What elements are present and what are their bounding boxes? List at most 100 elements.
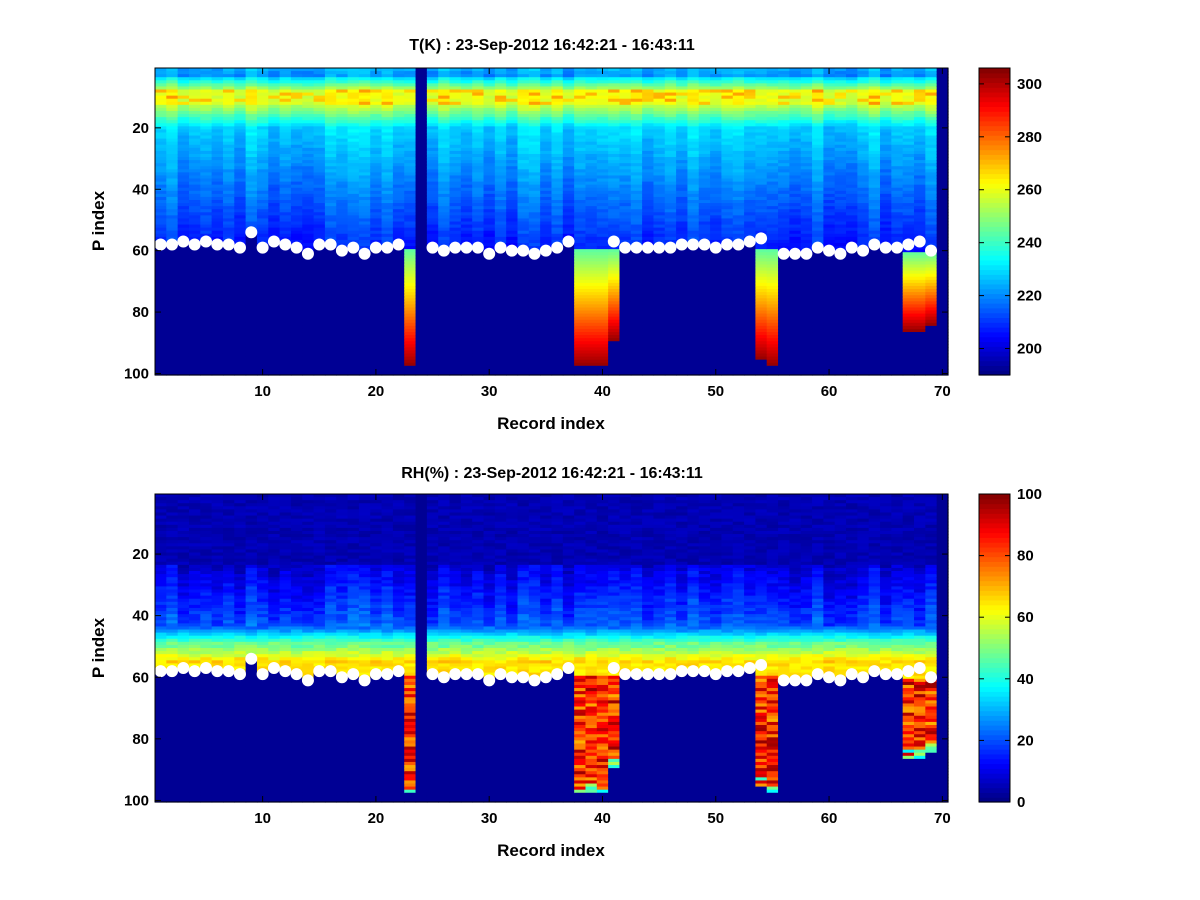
temperature-cell: [166, 86, 179, 91]
temperature-cell: [336, 169, 349, 173]
temperature-cell: [370, 138, 383, 143]
temperature-cell: [211, 270, 224, 275]
temperature-cell: [279, 150, 292, 155]
temperature-cell: [336, 209, 349, 213]
temperature-cell: [370, 178, 383, 183]
temperature-cell: [256, 322, 269, 327]
temperature-cell: [290, 83, 303, 88]
temperature-cell: [324, 273, 337, 278]
temperature-cell: [234, 276, 247, 281]
temperature-cell: [188, 344, 201, 348]
temperature-cell: [188, 292, 201, 296]
temperature-cell: [290, 163, 303, 167]
temperature-cell: [222, 341, 235, 345]
temperature-cell: [245, 163, 258, 167]
temperature-cell: [324, 289, 337, 293]
temperature-cell: [279, 267, 292, 272]
temperature-cell: [358, 239, 371, 244]
temperature-cell: [370, 261, 383, 266]
temperature-cell: [358, 80, 371, 84]
temperature-cell: [302, 258, 315, 263]
temperature-cell: [211, 273, 224, 278]
temperature-cell: [302, 313, 315, 318]
temperature-cell: [358, 132, 371, 137]
temperature-cell: [245, 74, 258, 78]
temperature-cell: [279, 276, 292, 281]
temperature-cell: [268, 135, 281, 140]
temperature-cell: [177, 292, 190, 296]
temperature-cell: [155, 107, 167, 112]
temperature-cell: [256, 341, 269, 345]
temperature-cell: [188, 187, 201, 192]
temperature-cell: [336, 319, 349, 324]
temperature-cell: [234, 110, 247, 115]
temperature-cell: [245, 255, 258, 259]
temperature-cell: [155, 71, 167, 75]
temperature-cell: [290, 282, 303, 287]
temperature-cell: [324, 203, 337, 207]
temperature-cell: [290, 107, 303, 112]
temperature-cell: [166, 319, 179, 324]
temperature-cell: [211, 86, 224, 91]
temperature-cell: [166, 233, 179, 238]
temperature-cell: [370, 150, 383, 155]
temperature-cell: [268, 150, 281, 155]
temperature-cell: [177, 270, 190, 275]
temperature-cell: [290, 215, 303, 220]
temperature-cell: [358, 86, 371, 91]
temperature-cell: [324, 362, 337, 367]
temperature-cell: [188, 285, 201, 290]
temperature-cell: [358, 356, 371, 361]
temperature-cell: [268, 332, 281, 336]
temperature-cell: [177, 120, 190, 124]
temperature-cell: [279, 218, 292, 223]
temperature-cell: [347, 92, 360, 97]
temperature-cell: [177, 276, 190, 281]
temperature-cell: [256, 365, 269, 370]
temperature-cell: [324, 190, 337, 195]
temperature-cell: [256, 190, 269, 195]
temperature-cell: [324, 209, 337, 213]
temperature-cell: [370, 172, 383, 177]
temperature-cell: [279, 230, 292, 235]
temperature-cell: [222, 184, 235, 189]
temperature-cell: [245, 114, 258, 118]
temperature-cell: [166, 160, 179, 164]
temperature-cell: [336, 332, 349, 336]
temperature-cell: [279, 298, 292, 302]
temperature-cell: [279, 114, 292, 118]
temperature-cell: [347, 209, 360, 213]
temperature-cell: [222, 144, 235, 149]
temperature-cell: [200, 175, 213, 180]
temperature-cell: [166, 74, 179, 78]
temperature-cell: [313, 141, 326, 146]
temperature-cell: [166, 178, 179, 183]
temperature-cell: [370, 153, 383, 158]
temperature-cell: [302, 212, 315, 216]
temperature-cell: [324, 356, 337, 361]
temperature-cell: [188, 120, 201, 124]
temperature-cell: [370, 147, 383, 152]
temperature-cell: [234, 68, 247, 72]
temperature-cell: [188, 230, 201, 235]
temperature-cell: [166, 322, 179, 327]
temperature-cell: [279, 270, 292, 275]
temperature-cell: [347, 289, 360, 293]
temperature-cell: [200, 166, 213, 170]
temperature-cell: [279, 206, 292, 210]
temperature-cell: [211, 301, 224, 305]
temperature-cell: [290, 212, 303, 216]
temperature-cell: [313, 206, 326, 210]
temperature-cell: [279, 92, 292, 97]
temperature-cell: [211, 255, 224, 259]
temperature-cell: [336, 83, 349, 88]
temperature-cell: [256, 304, 269, 309]
temperature-cell: [279, 129, 292, 134]
temperature-cell: [358, 298, 371, 302]
temperature-cell: [245, 153, 258, 158]
temperature-cell: [313, 101, 326, 106]
temperature-cell: [211, 295, 224, 299]
temperature-cell: [256, 316, 269, 321]
temperature-cell: [347, 264, 360, 269]
temperature-cell: [211, 227, 224, 232]
